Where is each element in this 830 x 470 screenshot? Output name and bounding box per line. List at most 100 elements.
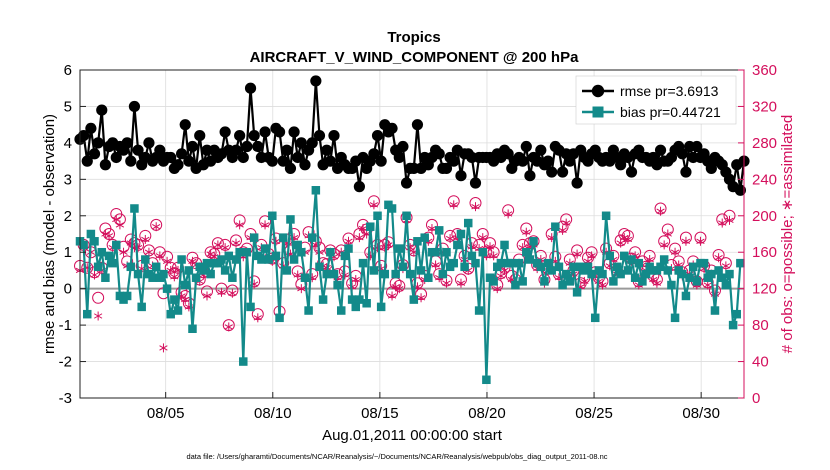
bias-point <box>191 273 201 282</box>
bias-point <box>391 269 400 279</box>
obs-assimilated-marker <box>369 200 379 210</box>
y-axis-right-label: # of obs: o=possible; ∗=assimilated <box>779 115 796 354</box>
rmse-point <box>132 144 144 156</box>
rmse-point <box>654 144 667 156</box>
bias-point <box>540 277 549 286</box>
bias-point <box>482 375 491 385</box>
bias-point <box>122 291 132 301</box>
obs-assimilated-marker <box>93 311 103 321</box>
rmse-point <box>400 177 413 189</box>
bias-point <box>126 262 136 272</box>
rmse-point <box>440 162 453 174</box>
bias-point <box>678 269 687 279</box>
legend-bias-marker <box>592 106 604 118</box>
rmse-point <box>371 130 384 142</box>
obs-assimilated-marker <box>119 247 128 257</box>
bias-point <box>561 269 571 279</box>
bias-point <box>333 280 342 290</box>
bias-point <box>402 211 411 221</box>
rmse-point <box>411 119 424 131</box>
rmse-point <box>128 100 141 113</box>
rmse-point <box>110 151 122 164</box>
bias-point <box>199 266 208 275</box>
bias-point <box>347 295 357 304</box>
y-left-tick-label: 2 <box>64 208 72 225</box>
bias-point <box>220 266 230 275</box>
rmse-point <box>165 151 177 164</box>
rmse-point <box>680 166 692 178</box>
bias-point <box>151 262 161 272</box>
bias-point <box>630 273 640 282</box>
bias-point <box>616 269 625 279</box>
rmse-point <box>691 140 703 153</box>
legend-box <box>575 75 737 125</box>
obs-assimilated-marker <box>656 206 665 216</box>
rmse-point <box>248 130 260 142</box>
rmse-point <box>92 137 104 149</box>
bias-point <box>587 269 596 279</box>
x-tick-label: 08/10 <box>254 405 292 422</box>
chart-subtitle: AIRCRAFT_V_WIND_COMPONENT @ 200 hPa <box>250 49 580 66</box>
obs-assimilated-marker <box>500 265 509 275</box>
bias-point <box>601 211 611 221</box>
rmse-point <box>121 137 133 149</box>
y-left-tick-label: -1 <box>59 317 72 334</box>
obs-assimilated-marker <box>217 287 226 297</box>
bias-point <box>398 262 408 272</box>
bias-point <box>297 247 306 257</box>
bias-point <box>728 320 738 330</box>
bias-point <box>90 237 99 246</box>
obs-assimilated-marker <box>663 229 672 239</box>
bias-point <box>707 269 716 279</box>
bias-point <box>565 277 575 286</box>
bias-point <box>518 277 527 286</box>
rmse-point <box>502 148 514 160</box>
bias-point <box>231 255 241 264</box>
obs-assimilated-marker <box>445 234 455 244</box>
bias-point <box>453 240 462 250</box>
rmse-point <box>705 162 717 174</box>
rmse-point <box>625 166 638 178</box>
rmse-point <box>88 148 101 160</box>
x-tick-label: 08/05 <box>147 405 185 422</box>
bias-point <box>424 273 433 282</box>
bias-point <box>235 247 244 257</box>
bias-point <box>387 204 397 213</box>
obs-assimilated-marker <box>380 243 389 253</box>
y-right-tick-label: 80 <box>752 317 769 334</box>
bias-series <box>75 186 745 385</box>
bias-point <box>685 273 694 282</box>
bias-point <box>180 280 190 290</box>
bias-point <box>638 277 647 286</box>
bias-point <box>148 273 157 282</box>
y-right-tick-label: 360 <box>752 62 777 79</box>
obs-assimilated-marker <box>598 280 607 290</box>
y-axis-left-ticks: -3 -2 -1 0 1 2 3 4 5 6 <box>59 62 86 407</box>
bias-point <box>79 240 88 250</box>
bias-point <box>373 211 382 221</box>
obs-assimilated-marker <box>580 276 589 286</box>
rmse-point <box>277 155 289 167</box>
obs-assimilated-marker <box>489 251 498 261</box>
y-right-tick-label: 320 <box>752 98 777 115</box>
x-axis-ticks: 08/05 08/10 08/15 08/20 08/25 08/30 <box>147 392 720 422</box>
bias-point <box>104 251 114 261</box>
y-right-tick-label: 200 <box>752 208 777 225</box>
obs-assimilated-marker <box>152 222 161 232</box>
bias-point <box>369 266 379 275</box>
bias-point <box>710 306 720 315</box>
rmse-point <box>244 82 257 94</box>
bias-point <box>732 309 741 319</box>
y-right-tick-label: 160 <box>752 244 777 261</box>
bias-point <box>609 277 618 286</box>
bias-point <box>663 266 673 275</box>
obs-assimilated-marker <box>703 280 712 290</box>
bias-point <box>551 222 560 231</box>
bias-point <box>228 273 237 282</box>
obs-assimilated-marker <box>231 238 241 248</box>
bias-point <box>260 244 270 253</box>
bias-point <box>413 237 422 246</box>
bias-point <box>416 266 426 275</box>
rmse-point <box>313 130 326 142</box>
rmse-point <box>186 140 199 153</box>
